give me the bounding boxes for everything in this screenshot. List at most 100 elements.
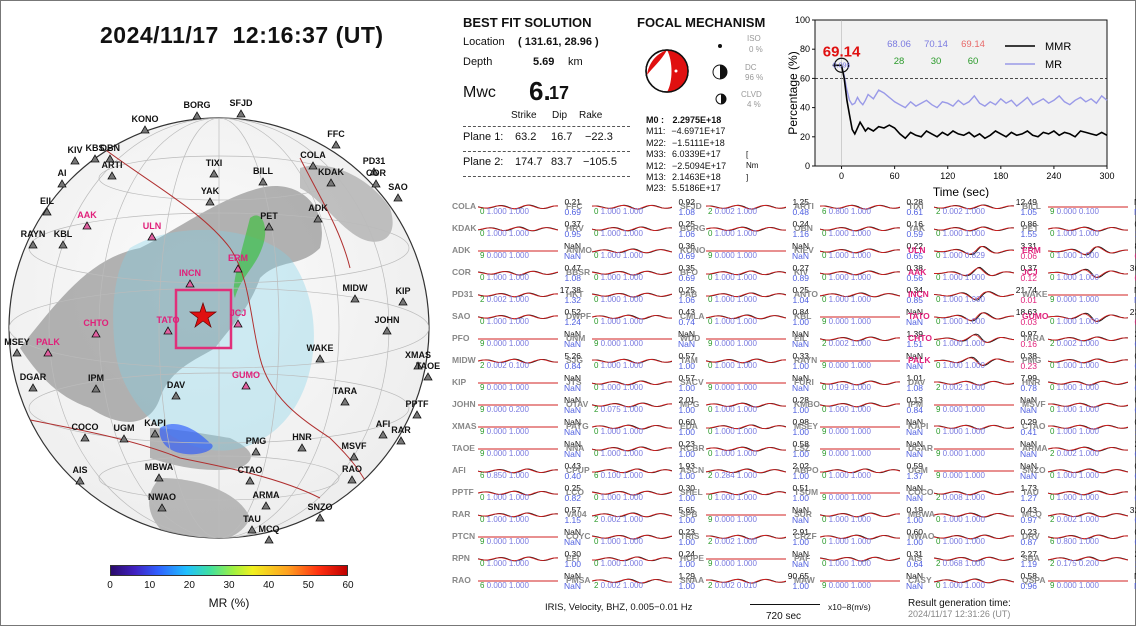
- waveform-cell-xmas[interactable]: XMAS NaN NaN 9 0.000 1.000: [450, 417, 583, 438]
- waveform-cell-lsz[interactable]: LSZ NaN NaN 9 0.000 1.000: [792, 439, 925, 460]
- waveform-cell-rar[interactable]: RAR 0.57 1.15 0 1.000 1.000: [450, 505, 583, 526]
- waveform-cell-chto[interactable]: CHTO 0.97 0.16 0 1.000 1.000: [906, 329, 1039, 350]
- waveform-cell-aak[interactable]: AAK 0.37 0.12 0 1.000 1.000: [906, 263, 1039, 284]
- waveform-cell-tara[interactable]: TARA 2.990.82 2 0.002 1.000: [1020, 329, 1136, 350]
- waveform-cell-mcq[interactable]: MCQ 32.750.55 2 0.002 1.000: [1020, 505, 1136, 526]
- waveform-cell-sjg[interactable]: SJG 0.57 1.00 0 1.000 1.000: [564, 351, 697, 372]
- waveform-cell-ffc[interactable]: FFC 0.92 1.08 0 1.000 1.000: [564, 197, 697, 218]
- waveform-cell-dgar[interactable]: DGAR NaN NaN 9 0.000 1.000: [906, 439, 1039, 460]
- waveform-cell-sfjd[interactable]: SFJD 1.25 0.48 2 0.002 1.000: [678, 197, 811, 218]
- waveform-cell-kmbo[interactable]: KMBO 0.13 0.84 0 1.000 1.000: [792, 395, 925, 416]
- waveform-cell-anmo[interactable]: ANMO 0.36 0.69 0 1.000 1.000: [564, 241, 697, 262]
- waveform-cell-pab[interactable]: PAB 0.25 1.04 0 1.000 1.000: [678, 285, 811, 306]
- waveform-cell-abpo[interactable]: ABPO 0.59 1.37 0 1.000 1.000: [792, 461, 925, 482]
- waveform-cell-paf[interactable]: PAF 0.31 0.64 0 1.000 1.000: [792, 549, 925, 570]
- station-marker-john[interactable]: [382, 326, 392, 335]
- station-marker-dgar[interactable]: [28, 383, 38, 392]
- station-marker-tau[interactable]: [247, 525, 257, 534]
- waveform-cell-cpup[interactable]: CPUP 1.93 1.00 6 0.100 1.000: [564, 461, 697, 482]
- waveform-cell-midw[interactable]: MIDW 5.26 0.84 2 0.002 0.100: [450, 351, 583, 372]
- station-marker-kapi[interactable]: [150, 429, 160, 438]
- waveform-cell-snzo[interactable]: SNZO 0.300.86 0 1.000 1.000: [1020, 461, 1136, 482]
- waveform-cell-hkt[interactable]: HKT 0.25 1.06 0 1.000 1.000: [564, 285, 697, 306]
- station-marker-cola[interactable]: [308, 161, 318, 170]
- waveform-cell-ctao[interactable]: CTAO 0.301.02 0 1.000 1.000: [1020, 417, 1136, 438]
- waveform-cell-msey[interactable]: MSEY NaN NaN 9 0.000 1.000: [792, 417, 925, 438]
- station-marker-sao[interactable]: [393, 193, 403, 202]
- waveform-cell-snaa[interactable]: SNAA 90.65 1.00 2 0.002 0.010: [678, 571, 811, 592]
- waveform-cell-otav[interactable]: OTAV 2.01 1.00 2 0.075 1.000: [564, 395, 697, 416]
- waveform-cell-jts[interactable]: JTS 0.57 1.00 0 1.000 1.000: [564, 373, 697, 394]
- station-marker-msey[interactable]: [12, 348, 22, 357]
- station-marker-tato[interactable]: [163, 326, 173, 335]
- station-marker-kono[interactable]: [140, 125, 150, 134]
- station-marker-afi[interactable]: [378, 430, 388, 439]
- station-marker-rayn[interactable]: [28, 240, 38, 249]
- station-marker-eil[interactable]: [42, 207, 52, 216]
- waveform-cell-casy[interactable]: CASY 0.58 0.96 0 1.000 1.000: [906, 571, 1039, 592]
- waveform-cell-borg[interactable]: BORG 0.24 1.16 0 1.000 1.000: [678, 219, 811, 240]
- waveform-cell-mpg[interactable]: MPG 0.28 1.00 0 1.000 1.000: [678, 395, 811, 416]
- station-marker-cor[interactable]: [371, 179, 381, 188]
- station-marker-erm[interactable]: [233, 264, 243, 273]
- station-marker-hnr[interactable]: [297, 443, 307, 452]
- waveform-cell-kbl[interactable]: KBL NaN NaN 9 0.000 1.000: [792, 307, 925, 328]
- waveform-cell-cola[interactable]: COLA 0.21 0.69 0 1.000 1.000: [450, 197, 583, 218]
- station-marker-ais[interactable]: [75, 476, 85, 485]
- station-marker-kdak[interactable]: [326, 178, 336, 187]
- waveform-cell-ugm[interactable]: UGM NaN NaN 9 0.000 1.000: [906, 461, 1039, 482]
- station-marker-ai[interactable]: [57, 179, 67, 188]
- waveform-cell-incn[interactable]: INCN 21.74 0.01 0 1.000 1.000: [906, 285, 1039, 306]
- waveform-cell-eil[interactable]: EIL 1.39 1.51 2 0.002 1.000: [792, 329, 925, 350]
- station-marker-dav[interactable]: [171, 391, 181, 400]
- waveform-cell-pptf[interactable]: PPTF 0.25 0.82 0 1.000 1.000: [450, 483, 583, 504]
- waveform-cell-ptcn[interactable]: PTCN NaN NaN 9 0.000 1.000: [450, 527, 583, 548]
- station-marker-borg[interactable]: [192, 111, 202, 120]
- mr-time-chart[interactable]: 0 20 40 60 80 100 0 60 120 180 240 300 69.14 0.096 68.…: [787, 16, 1127, 198]
- station-marker-tara[interactable]: [340, 397, 350, 406]
- station-marker-tixi[interactable]: [209, 169, 219, 178]
- waveform-cell-shel[interactable]: SHEL 0.51 1.00 0 1.000 1.000: [678, 483, 811, 504]
- waveform-cell-tam[interactable]: TAM 0.33 1.00 0 1.000 1.000: [678, 351, 811, 372]
- waveform-cell-arti[interactable]: ARTI 0.28 0.61 6 0.800 1.000: [792, 197, 925, 218]
- station-marker-mcq[interactable]: [264, 535, 274, 544]
- station-marker-arma[interactable]: [261, 501, 271, 510]
- station-marker-pet[interactable]: [264, 222, 274, 231]
- station-marker-pptf[interactable]: [412, 410, 422, 419]
- waveform-cell-dav[interactable]: DAV 7.99 0.78 2 0.002 1.000: [906, 373, 1039, 394]
- waveform-cell-hrv[interactable]: HRV 0.25 1.06 0 1.000 1.000: [564, 219, 697, 240]
- station-marker-wake[interactable]: [315, 354, 325, 363]
- waveform-cell-va04[interactable]: VA04 5.65 1.00 2 0.002 1.000: [564, 505, 697, 526]
- station-marker-midw[interactable]: [350, 294, 360, 303]
- waveform-cell-kdak[interactable]: KDAK 0.37 0.95 0 1.000 1.000: [450, 219, 583, 240]
- waveform-cell-wdd[interactable]: WDD NaN NaN 9 0.000 1.000: [678, 329, 811, 350]
- waveform-cell-coco[interactable]: COCO 1.73 1.27 2 0.008 1.000: [906, 483, 1039, 504]
- waveform-cell-sacv[interactable]: SACV NaN NaN 9 0.000 1.000: [678, 373, 811, 394]
- waveform-cell-furi[interactable]: FURI 1.01 1.08 0 0.109 1.000: [792, 373, 925, 394]
- station-marker-ctao[interactable]: [245, 476, 255, 485]
- waveform-cell-unm[interactable]: UNM NaN NaN 9 0.000 1.000: [564, 329, 697, 350]
- waveform-cell-hope[interactable]: HOPE NaN NaN 9 0.000 1.000: [678, 549, 811, 570]
- station-marker-ipm[interactable]: [91, 384, 101, 393]
- station-marker-sfjd[interactable]: [236, 109, 246, 118]
- station-marker-xmas[interactable]: [413, 361, 423, 370]
- waveform-cell-tsum[interactable]: TSUM NaN NaN 9 0.000 1.000: [792, 483, 925, 504]
- waveform-cell-crzf[interactable]: CRZF 0.60 1.00 0 1.000 1.000: [792, 527, 925, 548]
- station-marker-incn[interactable]: [185, 279, 195, 288]
- station-marker-rao[interactable]: [347, 475, 357, 484]
- waveform-cell-sur[interactable]: SUR 0.19 1.00 0 1.000 1.000: [792, 505, 925, 526]
- waveform-cell-tixi[interactable]: TIXI 12.49 1.05 2 0.002 1.000: [906, 197, 1039, 218]
- station-marker-uln[interactable]: [147, 232, 157, 241]
- waveform-cell-kip[interactable]: KIP NaN NaN 9 0.000 1.000: [450, 373, 583, 394]
- waveform-cell-arma[interactable]: ARMA 2.580.92 2 0.002 1.000: [1020, 439, 1136, 460]
- station-marker-coco[interactable]: [80, 433, 90, 442]
- waveform-cell-ais[interactable]: AIS 2.27 1.19 2 0.068 1.000: [906, 549, 1039, 570]
- waveform-cell-nna[interactable]: NNA 0.23 1.00 0 1.000 1.000: [564, 439, 697, 460]
- station-marker-obn[interactable]: [105, 154, 115, 163]
- station-marker-kbl[interactable]: [58, 240, 68, 249]
- waveform-cell-cmla[interactable]: CMLA 0.84 1.00 0 1.000 1.000: [678, 307, 811, 328]
- waveform-cell-efi[interactable]: EFI 0.24 1.00 0 1.000 1.000: [564, 549, 697, 570]
- waveform-cell-kapi[interactable]: KAPI 0.29 0.41 0 1.000 1.000: [906, 417, 1039, 438]
